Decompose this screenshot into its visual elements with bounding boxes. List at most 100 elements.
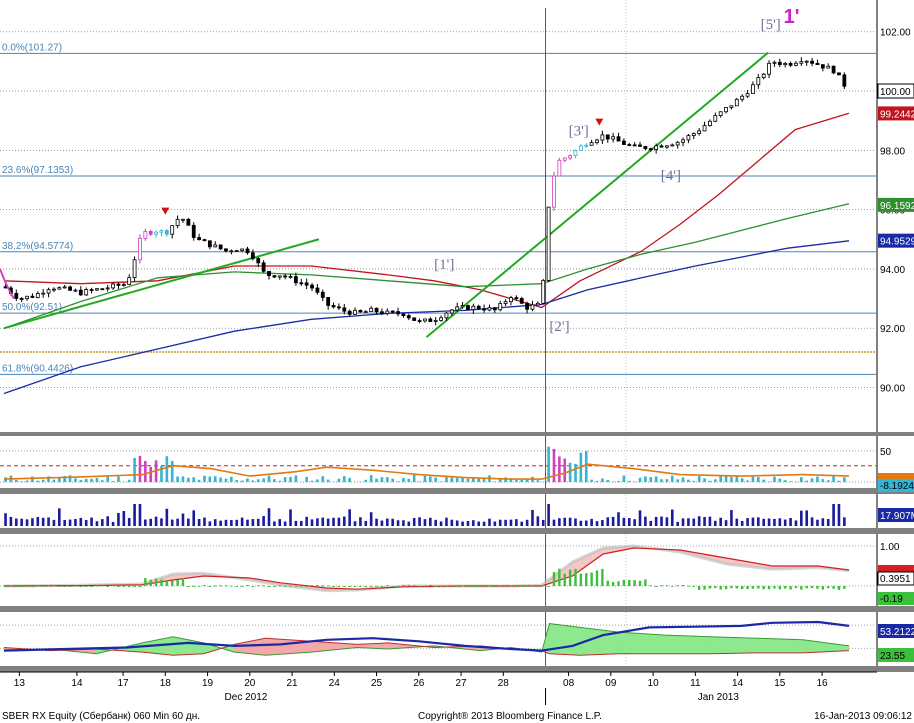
macd-histogram-bar [20, 586, 23, 587]
candle-body [509, 297, 513, 303]
volume-bar [74, 518, 77, 526]
elliott-trendline [3, 238, 320, 330]
volume-bar [402, 520, 405, 526]
osc-bar [800, 477, 803, 483]
macd-histogram-bar [52, 584, 56, 586]
volume-bar [708, 516, 712, 526]
osc-bar [25, 480, 29, 483]
osc-bar [461, 477, 464, 483]
macd-histogram-bar [542, 584, 545, 586]
candle-body [170, 225, 175, 235]
macd-histogram-bar [644, 579, 647, 586]
candle-body [648, 148, 653, 151]
macd-histogram-bar [654, 586, 658, 587]
osc-bar [482, 478, 486, 483]
candle-body [186, 218, 191, 226]
macd-histogram-bar [499, 585, 502, 587]
candle-body [105, 287, 110, 290]
osc-bar [466, 478, 470, 483]
macd-histogram-bar [660, 585, 663, 587]
volume-bar [20, 518, 23, 526]
osc-bar [789, 481, 792, 483]
candle-body [89, 289, 94, 291]
macd-histogram-bar [101, 585, 104, 587]
osc-bar [536, 480, 540, 483]
osc-bar [525, 479, 529, 483]
macd-histogram-bar [773, 586, 776, 589]
fib-level-label: 50.0%(92.51) [2, 302, 62, 313]
volume-bar [138, 504, 142, 526]
fib-level-label: 61.8%(90.4426) [2, 363, 73, 374]
candle-body [121, 284, 126, 287]
volume-bar [504, 519, 507, 526]
macd-histogram-bar [160, 579, 163, 586]
candle-body [138, 238, 142, 261]
volume-bar [439, 521, 443, 526]
volume-bar [687, 518, 690, 526]
volume-bar [429, 517, 432, 526]
osc-bar [262, 478, 265, 483]
candle-body [213, 244, 218, 248]
volume-bar [450, 519, 454, 526]
osc-bar [144, 460, 147, 483]
volume-bar [380, 520, 384, 526]
candle-body [256, 258, 261, 264]
macd-histogram-bar [187, 586, 190, 587]
volume-bar [299, 520, 303, 526]
footer-right: 16-Jan-2013 09:06:12 [814, 711, 912, 722]
macd-histogram-bar [58, 586, 61, 587]
macd-histogram-bar [348, 586, 351, 587]
axis-value-tag-box [878, 233, 914, 248]
osc-bar [219, 477, 222, 483]
osc-bar [187, 477, 190, 483]
macd-histogram-bar [633, 580, 636, 586]
macd-histogram-bar [364, 586, 367, 588]
oscillator-panel [0, 446, 876, 483]
candle-body [815, 62, 820, 65]
volume-bar [670, 509, 674, 526]
macd-histogram-bar [68, 586, 72, 587]
price-tick-label: 98.00 [880, 146, 905, 157]
osc-bar [794, 481, 798, 483]
osc-bar [117, 476, 120, 483]
macd-histogram-bar [337, 586, 341, 588]
osc-bar [757, 477, 760, 483]
axis-value-tag-text: 100.00 [880, 87, 911, 98]
candle-body [277, 275, 282, 278]
macd-histogram-bar [423, 585, 427, 587]
dmi-fill-segment [549, 623, 581, 656]
candle-body [514, 297, 519, 300]
osc-bar [41, 479, 45, 483]
axis-value-tag-box [878, 624, 914, 638]
osc-bar [547, 446, 550, 483]
macd-panel [0, 544, 876, 593]
volume-bar [821, 518, 825, 526]
candle-body [697, 130, 702, 135]
volume-bar [396, 520, 400, 526]
macd-histogram-bar [638, 580, 642, 586]
macd-histogram-bar [181, 578, 185, 586]
osc-bar [703, 478, 706, 483]
macd-histogram-bar [165, 580, 169, 586]
candle-body [100, 288, 105, 291]
macd-histogram-bar [714, 586, 717, 589]
osc-bar [20, 481, 23, 483]
macd-histogram-bar [106, 586, 109, 587]
osc-bar [654, 476, 658, 483]
osc-bar [832, 475, 835, 483]
osc-bar [359, 481, 362, 483]
x-tick-label: 13 [14, 678, 26, 689]
axis-value-tag [878, 565, 914, 572]
macd-histogram-bar [595, 570, 599, 586]
osc-bar [472, 476, 475, 483]
panel-separator [0, 488, 914, 494]
candle-body [519, 298, 524, 304]
axis-value-tag-box [878, 592, 914, 605]
osc-bar [445, 475, 448, 483]
macd-histogram-bar [784, 586, 787, 589]
candle-body [19, 298, 24, 300]
macd-histogram-bar [805, 586, 808, 589]
volume-bar [294, 520, 298, 526]
macd-histogram-bar [681, 585, 685, 587]
candle-body [116, 283, 121, 286]
